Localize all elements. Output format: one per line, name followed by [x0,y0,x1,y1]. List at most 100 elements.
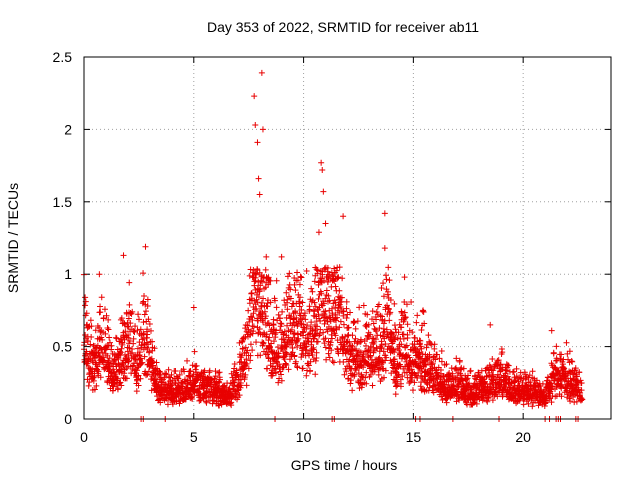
data-point [362,322,369,329]
data-point [383,326,390,333]
data-point [286,356,293,363]
data-point [558,351,565,358]
data-point [340,308,347,315]
data-point [193,362,200,369]
data-point [273,304,280,311]
data-point [473,400,480,407]
data-point [323,356,330,363]
data-point [233,367,240,374]
data-point [309,288,316,295]
data-point [144,371,151,378]
data-point [552,357,559,364]
data-point [563,339,570,346]
data-point [456,357,463,364]
data-point [376,325,383,332]
data-point [82,294,89,301]
data-point [201,367,208,374]
data-point [367,343,374,350]
data-point [529,403,536,410]
data-point [378,284,385,291]
data-point [104,325,111,332]
data-point [134,376,141,383]
data-point [464,375,471,382]
data-point [280,348,287,355]
data-point [568,358,575,365]
data-point [317,326,324,333]
data-point [425,332,432,339]
data-point [278,377,285,384]
data-point [384,291,391,298]
data-point [151,375,158,382]
data-point [489,397,496,404]
data-point [312,371,319,378]
data-point [297,273,304,280]
data-point [88,323,95,330]
data-point [299,365,306,372]
data-point [385,306,392,313]
data-point [402,314,409,321]
data-point [256,191,263,198]
data-point [336,324,343,331]
data-point [306,306,313,313]
data-point [106,339,113,346]
data-point [497,367,504,374]
data-point [247,266,254,273]
data-point [475,369,482,376]
data-point [367,371,374,378]
data-point [421,320,428,327]
data-point [264,303,271,310]
data-point [337,318,344,325]
data-point [281,328,288,335]
data-point [352,325,359,332]
data-point [105,316,112,323]
data-point [266,334,273,341]
data-point [267,277,274,284]
data-point [553,343,560,350]
data-point [325,292,332,299]
data-point [298,354,305,361]
data-point [438,348,445,355]
data-point [256,286,263,293]
data-point [250,328,257,335]
data-point [322,295,329,302]
data-point [118,315,125,322]
data-point [304,335,311,342]
data-point [134,327,141,334]
data-point [314,323,320,330]
data-point [391,300,398,307]
data-point [283,289,290,296]
data-point [291,281,298,288]
data-point [567,398,574,405]
data-point [563,387,570,394]
data-point [136,349,143,356]
data-point [251,93,258,100]
data-point [420,309,427,316]
data-point [575,386,582,393]
data-point [233,391,240,398]
x-tick-label: 0 [80,429,88,445]
data-point [406,354,413,361]
data-point [191,348,198,355]
data-point [325,350,332,357]
data-point [300,324,307,331]
data-point [354,318,361,325]
data-point [356,304,363,311]
data-point [398,324,405,331]
data-point [428,361,435,368]
data-point [172,367,179,374]
data-point [294,337,301,344]
data-point [284,296,291,303]
x-axis-label: GPS time / hours [291,457,398,473]
data-point [132,355,139,362]
data-point [255,175,262,182]
data-point [351,371,358,378]
data-point [386,310,393,317]
data-point [550,350,557,357]
data-point [418,345,425,352]
data-point [86,379,93,386]
data-point [411,341,418,348]
data-point [453,355,460,362]
data-point [298,306,305,313]
data-point [337,303,344,310]
